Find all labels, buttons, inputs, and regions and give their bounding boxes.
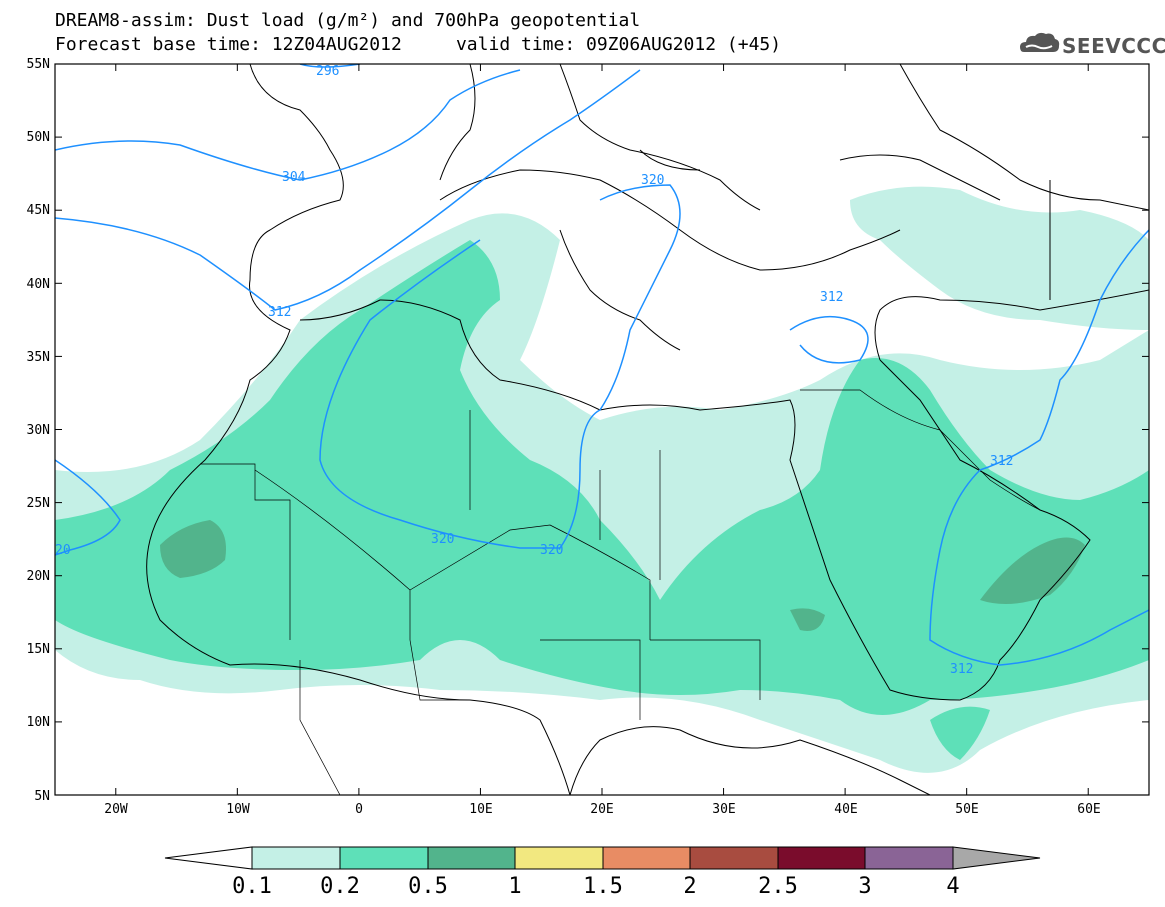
colorbar-under-triangle <box>164 846 253 870</box>
longitude-labels: 20W 10W 0 10E 20E 30E 40E 50E 60E <box>104 802 1100 817</box>
contour-304 <box>55 69 521 181</box>
lat-label-20n: 20N <box>27 569 50 584</box>
contour-labels: 296 304 312 320 312 320 320 312 312 20 <box>55 64 1013 677</box>
country-borders <box>200 389 1041 795</box>
forecast-time-subtitle: Forecast base time: 12Z04AUG2012 valid t… <box>55 34 782 55</box>
lon-label-10e: 10E <box>469 802 492 817</box>
colorbar: 0.1 0.2 0.5 1 1.5 2 2.5 3 4 <box>164 846 1041 899</box>
contour-label-320-chad: 320 <box>540 543 563 558</box>
lat-label-10n: 10N <box>27 715 50 730</box>
colorbar-bin-1 <box>251 846 341 870</box>
lon-label-40e: 40E <box>834 802 857 817</box>
contour-320-main <box>319 184 681 549</box>
lat-label-35n: 35N <box>27 350 50 365</box>
colorbar-label-0.5: 0.5 <box>408 874 448 899</box>
contour-312-arabia <box>929 229 1149 666</box>
lat-label-45n: 45N <box>27 203 50 218</box>
lon-label-60e: 60E <box>1077 802 1100 817</box>
contour-label-312-gulf: 312 <box>990 454 1013 469</box>
colorbar-label-1.5: 1.5 <box>583 874 623 899</box>
lat-label-40n: 40N <box>27 277 50 292</box>
colorbar-bin-8 <box>864 846 954 870</box>
geopotential-contours <box>55 64 1149 666</box>
contour-label-320: 320 <box>641 173 664 188</box>
lon-label-50e: 50E <box>955 802 978 817</box>
lon-label-20w: 20W <box>104 802 128 817</box>
contour-320 <box>55 459 121 556</box>
lat-label-55n: 55N <box>27 57 50 72</box>
colorbar-label-2.5: 2.5 <box>758 874 798 899</box>
colorbar-bin-7 <box>777 846 866 870</box>
colorbar-label-3: 3 <box>858 874 871 899</box>
colorbar-bin-2 <box>339 846 429 870</box>
colorbar-label-0.2: 0.2 <box>320 874 360 899</box>
lon-label-20e: 20E <box>590 802 613 817</box>
lon-label-0: 0 <box>355 802 363 817</box>
contour-label-296: 296 <box>316 64 339 79</box>
contour-label-312: 312 <box>268 305 291 320</box>
colorbar-bin-3 <box>427 846 516 870</box>
seevccc-logo-text: SEEVCCC <box>1062 34 1165 58</box>
lon-label-10w: 10W <box>226 802 250 817</box>
colorbar-label-1: 1 <box>508 874 521 899</box>
contour-label-304: 304 <box>282 170 306 185</box>
axis-ticks <box>55 63 1149 796</box>
contour-312-east <box>789 315 869 364</box>
lat-label-50n: 50N <box>27 130 50 145</box>
dust-band-0.2 <box>55 240 1149 760</box>
contour-296 <box>299 64 361 68</box>
lat-label-30n: 30N <box>27 423 50 438</box>
map-title: DREAM8-assim: Dust load (g/m²) and 700hP… <box>55 10 641 31</box>
colorbar-label-2: 2 <box>683 874 696 899</box>
contour-312-west <box>55 69 641 311</box>
colorbar-over-triangle <box>952 846 1041 870</box>
lat-label-25n: 25N <box>27 496 50 511</box>
colorbar-bin-6 <box>689 846 779 870</box>
cloud-logo-icon <box>1020 32 1060 52</box>
latitude-labels: 55N 50N 45N 40N 35N 30N 25N 20N 15N 10N … <box>27 57 50 804</box>
contour-label-312-east: 312 <box>820 290 843 305</box>
contour-label-320-atlantic: 20 <box>55 543 71 558</box>
colorbar-bin-5 <box>602 846 691 870</box>
colorbar-label-0.1: 0.1 <box>232 874 272 899</box>
lon-label-30e: 30E <box>712 802 735 817</box>
dust-band-0.5 <box>160 520 1085 631</box>
colorbar-label-4: 4 <box>946 874 959 899</box>
contour-label-320-sahara: 320 <box>431 532 454 547</box>
colorbar-bin-4 <box>514 846 604 870</box>
lat-label-5n: 5N <box>34 789 50 804</box>
contour-label-312-yemen: 312 <box>950 662 973 677</box>
lat-label-15n: 15N <box>27 642 50 657</box>
